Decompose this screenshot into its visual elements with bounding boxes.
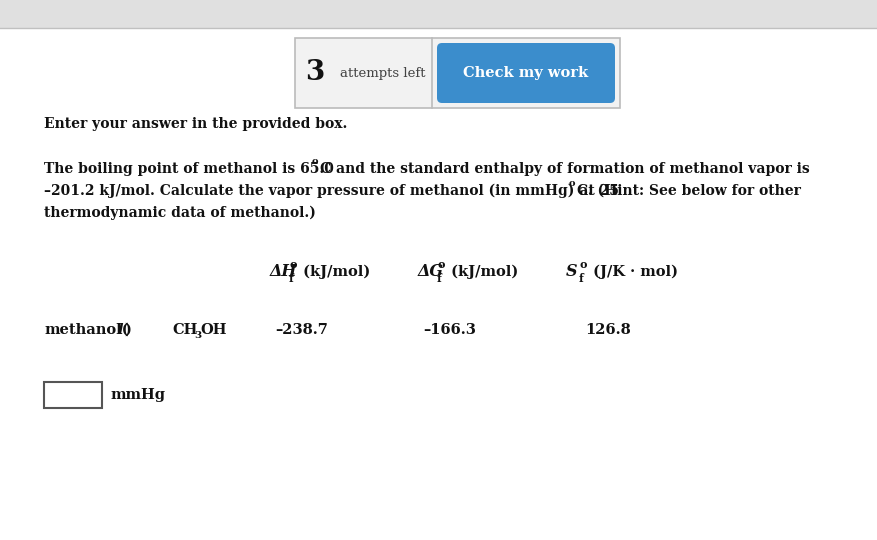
Text: ΔH: ΔH — [270, 264, 297, 280]
Text: –166.3: –166.3 — [424, 323, 476, 337]
Text: f: f — [579, 273, 584, 285]
Text: (kJ/mol): (kJ/mol) — [298, 265, 370, 279]
Bar — [295, 38, 620, 108]
Text: S: S — [566, 264, 577, 280]
Text: o: o — [579, 259, 587, 269]
Text: o: o — [312, 158, 318, 166]
Bar — [0, 0, 877, 28]
Text: The boiling point of methanol is 65.0: The boiling point of methanol is 65.0 — [44, 162, 334, 176]
Text: methanol(: methanol( — [44, 323, 129, 337]
Text: Check my work: Check my work — [463, 66, 588, 80]
Text: CH: CH — [172, 323, 197, 337]
Text: attempts left: attempts left — [340, 66, 425, 79]
Text: 3: 3 — [194, 330, 201, 340]
Text: f: f — [289, 273, 294, 285]
Text: –201.2 kJ/mol. Calculate the vapor pressure of methanol (in mmHg) at 25: –201.2 kJ/mol. Calculate the vapor press… — [44, 184, 619, 198]
Text: OH: OH — [200, 323, 226, 337]
FancyBboxPatch shape — [437, 43, 615, 103]
Text: (kJ/mol): (kJ/mol) — [446, 265, 518, 279]
Text: f: f — [437, 273, 442, 285]
Text: C and the standard enthalpy of formation of methanol vapor is: C and the standard enthalpy of formation… — [320, 162, 809, 176]
Text: C. (Hint: See below for other: C. (Hint: See below for other — [577, 184, 801, 198]
Text: ): ) — [124, 323, 131, 337]
Text: l: l — [117, 323, 123, 337]
Text: thermodynamic data of methanol.): thermodynamic data of methanol.) — [44, 206, 316, 220]
Text: ΔG: ΔG — [418, 264, 444, 280]
Text: mmHg: mmHg — [110, 388, 165, 402]
Text: Enter your answer in the provided box.: Enter your answer in the provided box. — [44, 117, 347, 131]
Text: o: o — [437, 259, 445, 269]
Text: o: o — [569, 179, 575, 188]
Text: 3: 3 — [305, 59, 324, 86]
Text: o: o — [289, 259, 296, 269]
Text: 126.8: 126.8 — [585, 323, 631, 337]
Text: –238.7: –238.7 — [275, 323, 329, 337]
Text: (J/K · mol): (J/K · mol) — [588, 265, 678, 279]
Bar — [44, 382, 102, 408]
